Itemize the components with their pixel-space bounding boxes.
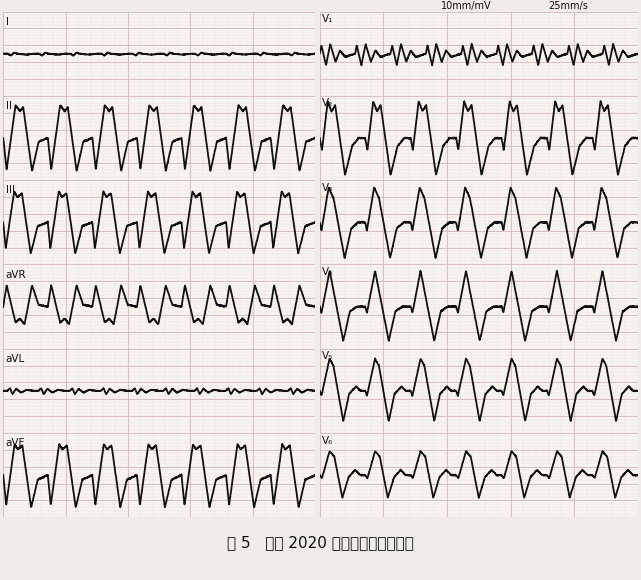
- Text: aVF: aVF: [6, 438, 25, 448]
- Text: V₅: V₅: [322, 351, 333, 361]
- Text: V₄: V₄: [322, 267, 334, 277]
- Text: aVR: aVR: [6, 270, 26, 280]
- Text: V₃: V₃: [322, 183, 333, 193]
- Text: V₁: V₁: [322, 14, 334, 24]
- Text: 25mm/s: 25mm/s: [549, 1, 588, 11]
- Text: aVL: aVL: [6, 354, 25, 364]
- Text: V₂: V₂: [322, 99, 333, 108]
- Text: V₆: V₆: [322, 436, 333, 445]
- Text: II: II: [6, 101, 12, 111]
- Text: III: III: [6, 185, 15, 195]
- Text: I: I: [6, 17, 9, 27]
- Text: 10mm/mV: 10mm/mV: [440, 1, 491, 11]
- Text: 图 5   患者 2020 年室速的常规心电图: 图 5 患者 2020 年室速的常规心电图: [227, 535, 414, 550]
